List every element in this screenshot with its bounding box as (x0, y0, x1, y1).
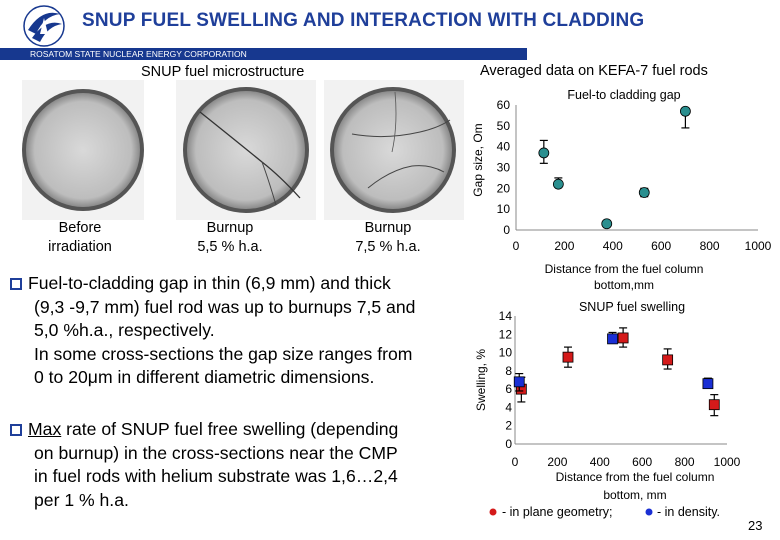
x-tick-label: 1000 (714, 455, 741, 469)
data-point (513, 376, 525, 388)
bullet-line: in fuel rods with helium substrate was 1… (34, 466, 398, 486)
data-point (562, 351, 574, 363)
legend-text-density: - in density. (657, 505, 720, 519)
y-tick-label: 4 (505, 400, 512, 414)
page-title: SNUP FUEL SWELLING AND INTERACTION WITH … (82, 10, 645, 31)
data-point (552, 178, 564, 190)
bullet-line: 5,0 %h.a., respectively. (34, 320, 215, 340)
bullet-text: rate of SNUP fuel free swelling (dependi… (61, 419, 399, 439)
x-axis-label: bottom,mm (594, 278, 654, 292)
page-number: 23 (748, 518, 763, 533)
caption-line: Burnup (206, 220, 254, 236)
checkbox-bullet-icon (10, 278, 22, 290)
y-tick-label: 10 (497, 202, 511, 216)
data-point (702, 378, 714, 390)
bullet-line: 0 to 20μm in different diametric dimensi… (34, 367, 375, 387)
y-tick-label: 8 (505, 364, 512, 378)
bullet-line: Max rate of SNUP fuel free swelling (dep… (10, 418, 480, 442)
org-bar-text: ROSATOM STATE NUCLEAR ENERGY CORPORATION (30, 49, 247, 59)
chart-title: Fuel-to cladding gap (567, 88, 680, 102)
y-tick-label: 50 (497, 119, 511, 133)
bullet-text: Fuel-to-cladding gap in thin (6,9 mm) an… (28, 273, 391, 293)
y-tick-label: 6 (505, 382, 512, 396)
y-tick-label: 20 (497, 181, 511, 195)
microstructure-title: SNUP fuel microstructure (141, 64, 305, 80)
bullet-line: Fuel-to-cladding gap in thin (6,9 mm) an… (10, 272, 480, 296)
data-point (708, 399, 720, 411)
x-tick-label: 600 (632, 455, 652, 469)
checkbox-bullet-icon (10, 424, 22, 436)
x-tick-label: 400 (603, 239, 623, 253)
legend-text-plane: - in plane geometry; (502, 505, 612, 519)
legend-marker-density (645, 508, 653, 516)
micrographs (22, 80, 464, 220)
caption-line: irradiation (48, 239, 112, 255)
bullet-gap: Fuel-to-cladding gap in thin (6,9 mm) an… (10, 272, 480, 390)
y-tick-label: 0 (505, 437, 512, 451)
x-tick-label: 1000 (745, 239, 772, 253)
x-tick-label: 200 (547, 455, 567, 469)
bullet-line: (9,3 -9,7 mm) fuel rod was up to burnups… (34, 296, 416, 317)
x-tick-label: 200 (554, 239, 574, 253)
bullet-underlined: Max (28, 419, 62, 439)
y-tick-label: 14 (499, 309, 513, 323)
bullet-line: per 1 % h.a. (34, 489, 129, 510)
x-tick-label: 800 (675, 455, 695, 469)
y-tick-label: 0 (503, 223, 510, 237)
bullet-line: In some cross-sections the gap size rang… (34, 343, 413, 364)
y-tick-label: 10 (499, 346, 513, 360)
y-tick-label: 60 (497, 98, 511, 112)
data-point (617, 332, 629, 344)
micrograph-7-5 (324, 80, 464, 220)
x-tick-label: 0 (513, 239, 520, 253)
caption-line: 7,5 % h.a. (355, 239, 421, 255)
caption-line: Before (58, 220, 102, 236)
y-tick-label: 30 (497, 161, 511, 175)
kefa-title: Averaged data on KEFA-7 fuel rods (480, 63, 708, 79)
data-point (607, 333, 618, 345)
x-axis-label: Distance from the fuel column (545, 262, 704, 276)
data-point (538, 147, 550, 159)
caption-line: Burnup (364, 220, 412, 236)
legend-marker-plane (489, 508, 497, 516)
x-tick-label: 800 (700, 239, 720, 253)
data-point (680, 105, 691, 117)
data-point (601, 218, 613, 230)
caption-burnup-5-5: Burnup 5,5 % h.a. (180, 219, 280, 257)
rosatom-logo (23, 5, 65, 47)
caption-line: 5,5 % h.a. (197, 239, 263, 255)
bullet-line: on burnup) in the cross-sections near th… (34, 442, 398, 463)
caption-before: Before irradiation (30, 219, 130, 257)
y-tick-label: 2 (505, 419, 512, 433)
header-bar (0, 48, 527, 60)
bullet-swelling: Max rate of SNUP fuel free swelling (dep… (10, 418, 480, 512)
data-point (638, 187, 650, 198)
x-axis-label: bottom, mm (603, 488, 666, 502)
micrograph-before (22, 80, 144, 220)
x-axis-label: Distance from the fuel column (556, 470, 715, 484)
y-axis-label: Gap size, Om (471, 123, 485, 196)
chart-title: SNUP fuel swelling (579, 300, 685, 314)
caption-burnup-7-5: Burnup 7,5 % h.a. (338, 219, 438, 257)
micrograph-5-5 (176, 80, 316, 220)
data-point (662, 354, 674, 366)
y-tick-label: 40 (497, 140, 511, 154)
y-axis-label: Swelling, % (474, 349, 488, 411)
x-tick-label: 0 (512, 455, 519, 469)
x-tick-label: 400 (590, 455, 610, 469)
x-tick-label: 600 (651, 239, 671, 253)
y-tick-label: 12 (499, 327, 513, 341)
